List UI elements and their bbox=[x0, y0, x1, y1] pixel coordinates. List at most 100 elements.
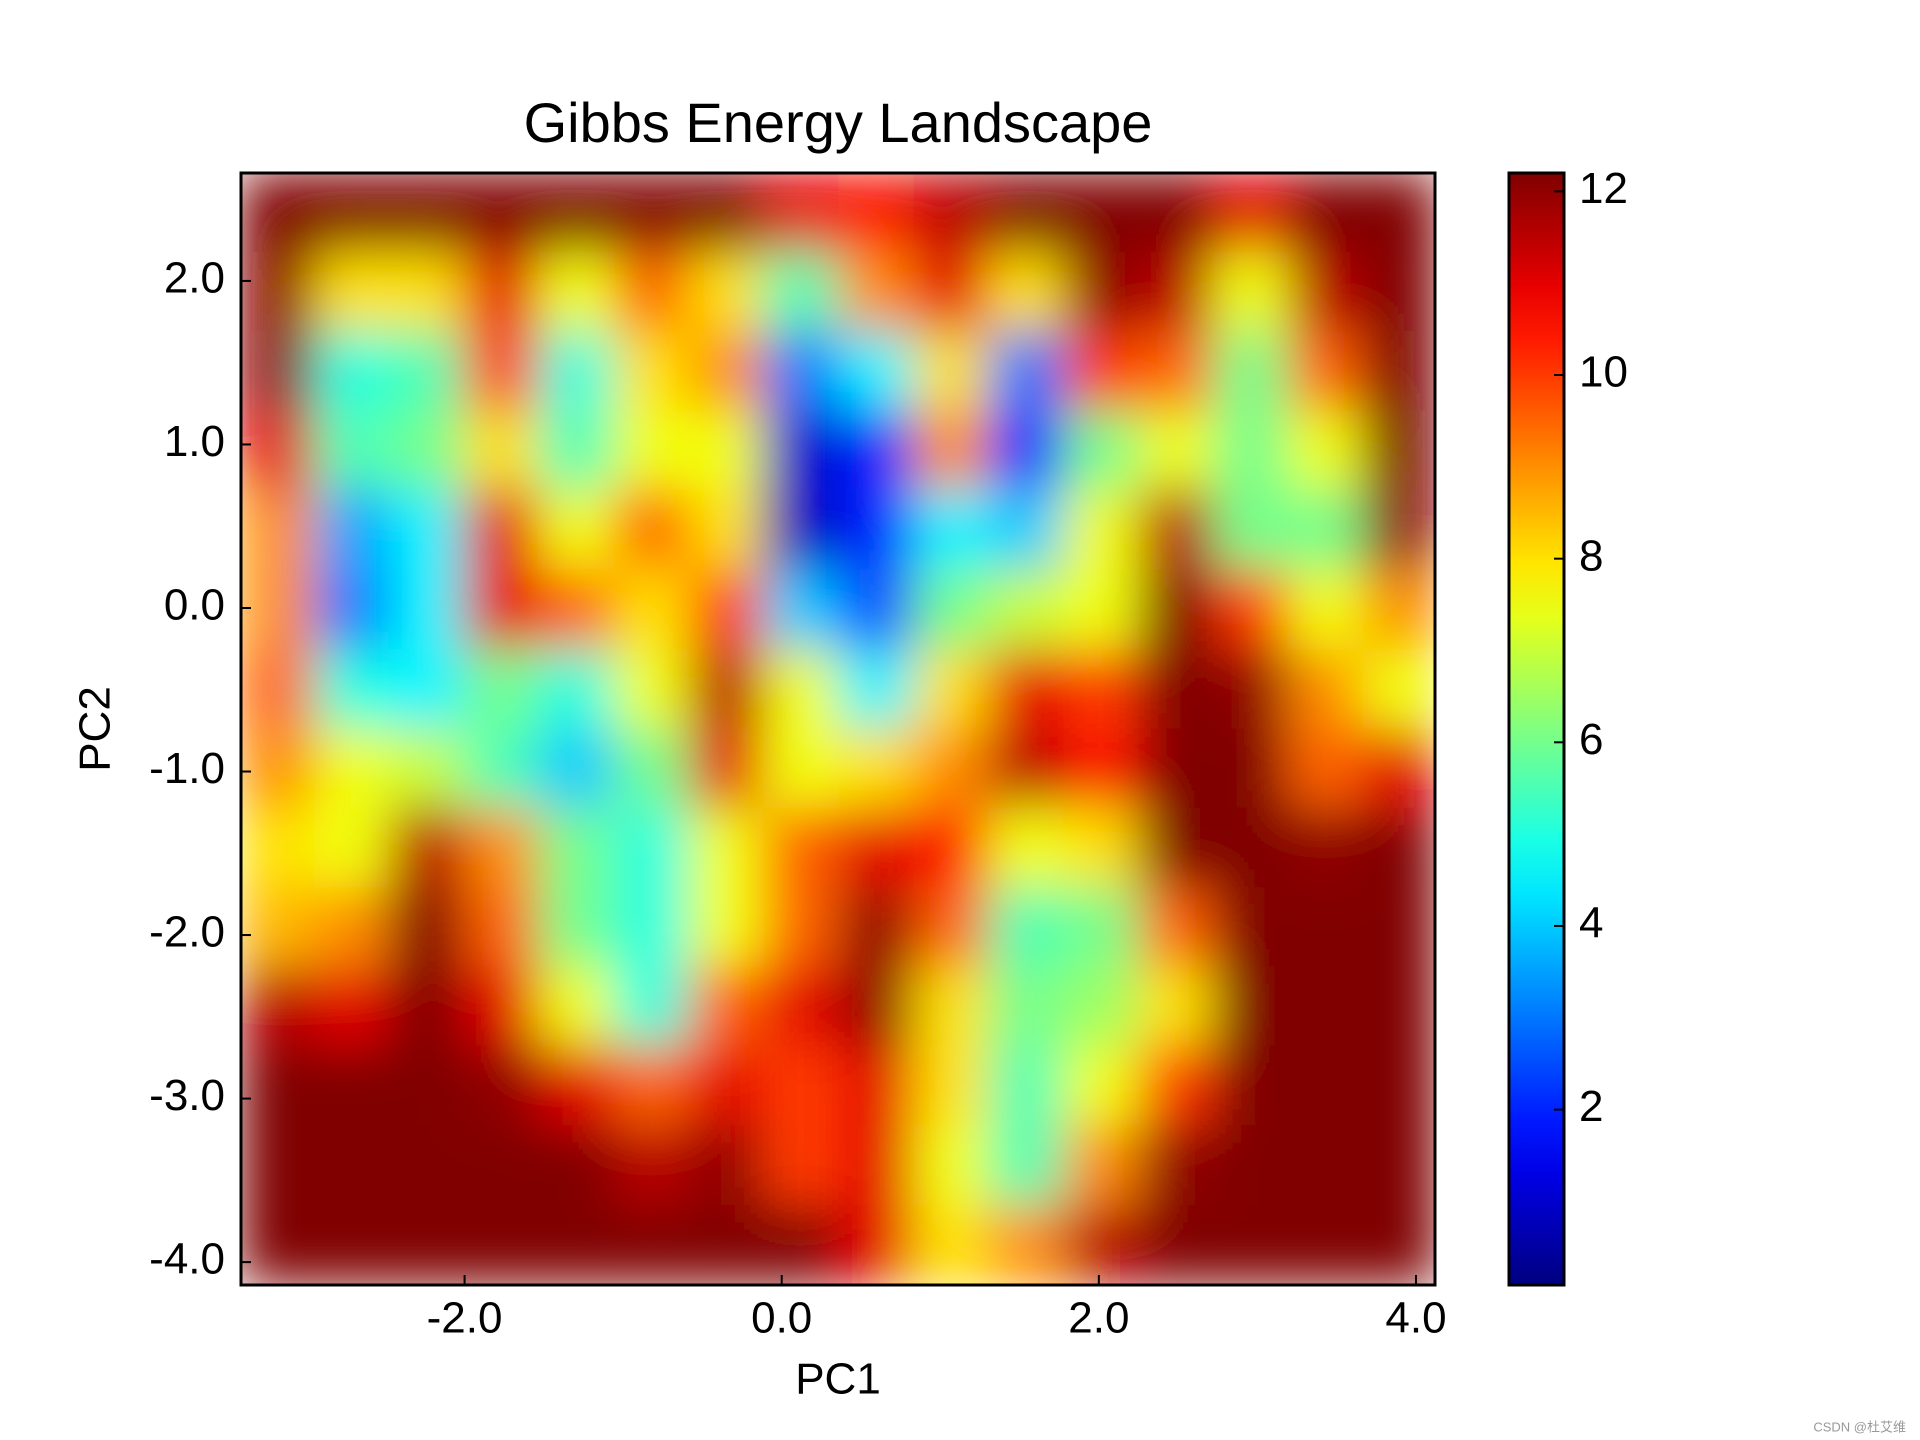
heatmap-cell bbox=[314, 489, 390, 571]
heatmap-cell bbox=[1287, 251, 1364, 333]
heatmap-cell bbox=[688, 728, 764, 809]
plot-frame bbox=[239, 171, 1437, 1287]
heatmap-cell bbox=[762, 649, 840, 730]
heatmap-cell bbox=[388, 887, 465, 968]
heatmap-cell bbox=[1063, 1205, 1140, 1285]
heatmap-cell bbox=[913, 1045, 990, 1127]
watermark: CSDN @杜艾维 bbox=[1813, 1419, 1906, 1434]
heatmap-cell bbox=[1063, 728, 1140, 809]
heatmap-cell bbox=[762, 1205, 840, 1285]
heatmap-cell bbox=[463, 1045, 540, 1127]
heatmap-cell bbox=[913, 489, 990, 571]
heatmap-cell bbox=[314, 966, 390, 1047]
heatmap-cell bbox=[241, 251, 316, 333]
colorbar bbox=[1507, 171, 1566, 1287]
heatmap-cell bbox=[762, 1125, 840, 1207]
heatmap-cell bbox=[688, 251, 764, 333]
heatmap-cell bbox=[1213, 807, 1289, 889]
heatmap-cell bbox=[314, 251, 390, 333]
heatmap-cell bbox=[988, 489, 1065, 571]
heatmap-cell bbox=[838, 410, 915, 491]
heatmap-cell bbox=[463, 887, 540, 968]
heatmap-cell bbox=[463, 331, 540, 412]
colorbar-tick-label: 4 bbox=[1579, 899, 1603, 948]
heatmap bbox=[241, 173, 1435, 1285]
heatmap-cell bbox=[988, 569, 1065, 651]
x-axis-label: PC1 bbox=[795, 1355, 881, 1404]
heatmap-cell bbox=[613, 649, 690, 730]
heatmap-cell bbox=[241, 569, 316, 651]
heatmap-cell bbox=[688, 410, 764, 491]
heatmap-cell bbox=[913, 173, 990, 253]
colorbar-tick-label: 12 bbox=[1579, 164, 1628, 213]
heatmap-cell bbox=[988, 173, 1065, 253]
heatmap-cell bbox=[538, 173, 615, 253]
x-tick-label: 2.0 bbox=[1068, 1294, 1129, 1343]
heatmap-cell bbox=[241, 489, 316, 571]
heatmap-cell bbox=[388, 489, 465, 571]
heatmap-cell bbox=[913, 1205, 990, 1285]
heatmap-cell bbox=[241, 1125, 316, 1207]
heatmap-cell bbox=[613, 887, 690, 968]
heatmap-cell bbox=[241, 173, 316, 253]
heatmap-cell bbox=[388, 410, 465, 491]
heatmap-cell bbox=[988, 331, 1065, 412]
heatmap-cell bbox=[241, 1045, 316, 1127]
heatmap-cell bbox=[538, 649, 615, 730]
y-tick-label: -1.0 bbox=[149, 744, 225, 793]
heatmap-cell bbox=[538, 489, 615, 571]
heatmap-cell bbox=[463, 966, 540, 1047]
heatmap-cell bbox=[1138, 251, 1215, 333]
heatmap-cell bbox=[388, 173, 465, 253]
heatmap-cell bbox=[688, 331, 764, 412]
heatmap-cell bbox=[1138, 331, 1215, 412]
heatmap-cell bbox=[988, 1205, 1065, 1285]
heatmap-cell bbox=[838, 1045, 915, 1127]
y-axis-label: PC2 bbox=[71, 686, 120, 772]
heatmap-cell bbox=[314, 1045, 390, 1127]
heatmap-cell bbox=[241, 410, 316, 491]
heatmap-cell bbox=[1287, 649, 1364, 730]
heatmap-cell bbox=[838, 807, 915, 889]
heatmap-cell bbox=[314, 331, 390, 412]
heatmap-cell bbox=[1213, 251, 1289, 333]
heatmap-cell bbox=[1063, 173, 1140, 253]
heatmap-cell bbox=[1287, 1125, 1364, 1207]
heatmap-cell bbox=[1287, 173, 1364, 253]
heatmap-cell bbox=[1287, 1205, 1364, 1285]
heatmap-cell bbox=[688, 489, 764, 571]
heatmap-cell bbox=[1213, 173, 1289, 253]
heatmap-cell bbox=[613, 173, 690, 253]
heatmap-cell bbox=[613, 331, 690, 412]
heatmap-cell bbox=[688, 1045, 764, 1127]
heatmap-cell bbox=[1362, 807, 1435, 889]
heatmap-cell bbox=[988, 1125, 1065, 1207]
heatmap-cell bbox=[1213, 649, 1289, 730]
x-tick-label: 4.0 bbox=[1385, 1294, 1446, 1343]
plot-area bbox=[241, 173, 1435, 1285]
heatmap-cell bbox=[1063, 569, 1140, 651]
heatmap-cell bbox=[1138, 649, 1215, 730]
heatmap-cell bbox=[463, 569, 540, 651]
heatmap-cell bbox=[988, 887, 1065, 968]
heatmap-cell bbox=[1213, 728, 1289, 809]
heatmap-cell bbox=[538, 1125, 615, 1207]
heatmap-cell bbox=[241, 728, 316, 809]
heatmap-cell bbox=[1287, 489, 1364, 571]
heatmap-cell bbox=[613, 1205, 690, 1285]
heatmap-cell bbox=[913, 807, 990, 889]
heatmap-cell bbox=[1213, 331, 1289, 412]
heatmap-cell bbox=[388, 331, 465, 412]
heatmap-cell bbox=[762, 1045, 840, 1127]
heatmap-cell bbox=[988, 649, 1065, 730]
heatmap-cell bbox=[613, 1125, 690, 1207]
heatmap-cell bbox=[613, 1045, 690, 1127]
heatmap-cell bbox=[762, 807, 840, 889]
heatmap-cell bbox=[463, 251, 540, 333]
colorbar-tick-label: 6 bbox=[1579, 715, 1603, 764]
heatmap-cell bbox=[988, 966, 1065, 1047]
heatmap-cell bbox=[1362, 251, 1435, 333]
heatmap-cell bbox=[463, 489, 540, 571]
heatmap-cell bbox=[1287, 966, 1364, 1047]
heatmap-cell bbox=[913, 331, 990, 412]
